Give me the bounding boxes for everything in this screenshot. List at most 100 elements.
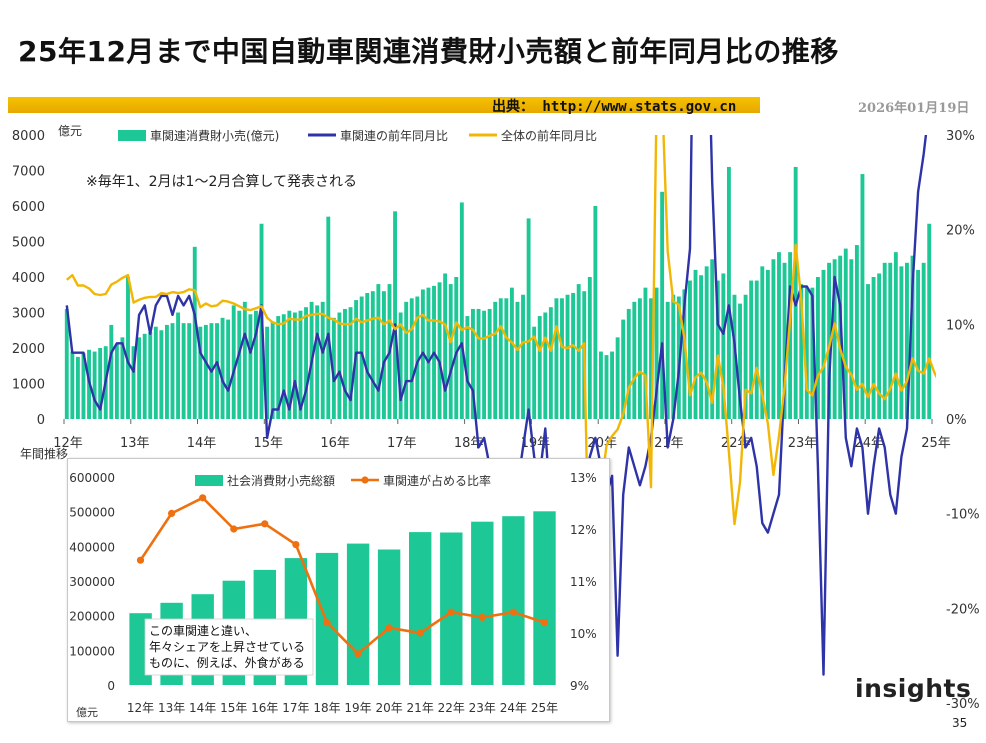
x-tick-label: 23年: [788, 436, 818, 451]
inset-bar: [377, 549, 401, 685]
inset-ratio-point: [478, 613, 486, 621]
bar: [120, 337, 125, 419]
bar: [532, 326, 537, 419]
inset-ratio-point: [447, 608, 455, 616]
inset-ratio-point: [385, 624, 393, 632]
bar: [448, 284, 453, 419]
y2-tick-label: -30%: [946, 697, 980, 712]
bar: [265, 326, 270, 419]
bar: [593, 206, 598, 419]
bar: [515, 301, 520, 419]
bar: [181, 323, 186, 419]
bar: [415, 296, 420, 419]
inset-ratio-point: [168, 509, 176, 517]
x-tick-label: 18年: [454, 436, 484, 451]
bar: [215, 323, 219, 419]
bar: [626, 308, 631, 419]
bar: [153, 326, 158, 419]
bar: [649, 298, 653, 419]
bar: [237, 310, 242, 419]
bar: [70, 351, 75, 419]
y-tick-label: 1000: [12, 378, 45, 393]
bar: [242, 301, 247, 419]
bar: [615, 337, 620, 419]
monthly-retail-chart: 0 1000 2000 3000 4000 5000 6000 7000 8000 億元 -30% -…: [0, 118, 986, 718]
bar: [521, 294, 525, 419]
x-tick-label: 16年: [320, 436, 350, 451]
bar: [860, 174, 865, 419]
logo-text: insights: [855, 674, 972, 703]
inset-ratio-point: [354, 650, 362, 658]
bar: [437, 282, 442, 419]
bar: [738, 303, 742, 420]
total-yoy-line: [66, 135, 936, 615]
y-tick-label: 7000: [12, 165, 45, 180]
inset-bar: [533, 511, 556, 685]
y2-tick-label: -20%: [946, 602, 980, 617]
inset-y2-tick-label: 13%: [570, 471, 597, 485]
bar: [131, 346, 136, 419]
inset-bar: [471, 521, 494, 685]
inset-y2-tick-label: 10%: [570, 627, 597, 641]
bar: [665, 301, 670, 419]
inset-ratio-point: [509, 608, 517, 616]
bar: [832, 259, 837, 419]
bar: [771, 259, 776, 419]
bar: [465, 316, 470, 419]
bar: [298, 310, 303, 419]
inset-x-tick-label: 14年: [189, 701, 216, 715]
bar: [126, 277, 130, 419]
title-underline-bar: [8, 97, 760, 113]
bar: [270, 321, 275, 420]
bar: [788, 252, 793, 419]
bar: [404, 301, 409, 419]
inset-bar: [409, 532, 432, 685]
bar: [276, 316, 281, 419]
bar: [409, 298, 414, 419]
inset-annotation-line: この車関連と違い、: [149, 624, 257, 638]
y-tick-label: 8000: [12, 129, 45, 144]
bar: [866, 284, 870, 419]
bar: [287, 310, 292, 419]
inset-legend-label: 社会消費財小売総額: [227, 473, 335, 488]
x-tick-label: 17年: [387, 436, 417, 451]
bar: [743, 294, 748, 419]
inset-ratio-point: [416, 629, 424, 637]
inset-y2-tick-label: 9%: [570, 679, 589, 693]
bar: [598, 351, 603, 419]
bar: [148, 332, 153, 419]
bar: [799, 284, 804, 419]
bar: [381, 291, 386, 419]
bar: [248, 314, 253, 419]
x-tick-label: 15年: [254, 436, 284, 451]
y-tick-label: 2000: [12, 342, 45, 357]
inset-ratio-point: [261, 520, 269, 528]
bar: [660, 191, 665, 419]
inset-x-tick-label: 12年: [127, 701, 154, 715]
bar: [320, 301, 325, 419]
inset-x-tick-label: 22年: [438, 701, 465, 715]
bar: [459, 202, 464, 419]
inset-y2-tick-label: 11%: [570, 575, 597, 589]
bar: [810, 287, 815, 419]
bar: [159, 330, 164, 419]
y-tick-label: 4000: [12, 271, 45, 286]
bar: [92, 351, 97, 419]
inset-x-tick-label: 17年: [282, 701, 309, 715]
y-unit-label: 億元: [58, 124, 82, 138]
bar: [838, 255, 843, 419]
bar: [331, 317, 336, 419]
inset-legend-label: 車関連が占める比率: [383, 473, 491, 488]
inset-x-tick-label: 23年: [469, 701, 496, 715]
bar: [220, 317, 225, 419]
bar: [815, 277, 820, 419]
bar: [254, 310, 258, 419]
bar: [699, 275, 704, 419]
bar: [871, 277, 876, 419]
inset-x-tick-label: 16年: [251, 701, 278, 715]
x-tick-label: 13年: [120, 436, 150, 451]
bar: [198, 326, 203, 419]
inset-y-tick-label: 0: [107, 679, 115, 693]
page-title: 25年12月まで中国自動車関連消費財小売額と前年同月比の推移: [18, 35, 839, 68]
bar: [643, 287, 648, 419]
